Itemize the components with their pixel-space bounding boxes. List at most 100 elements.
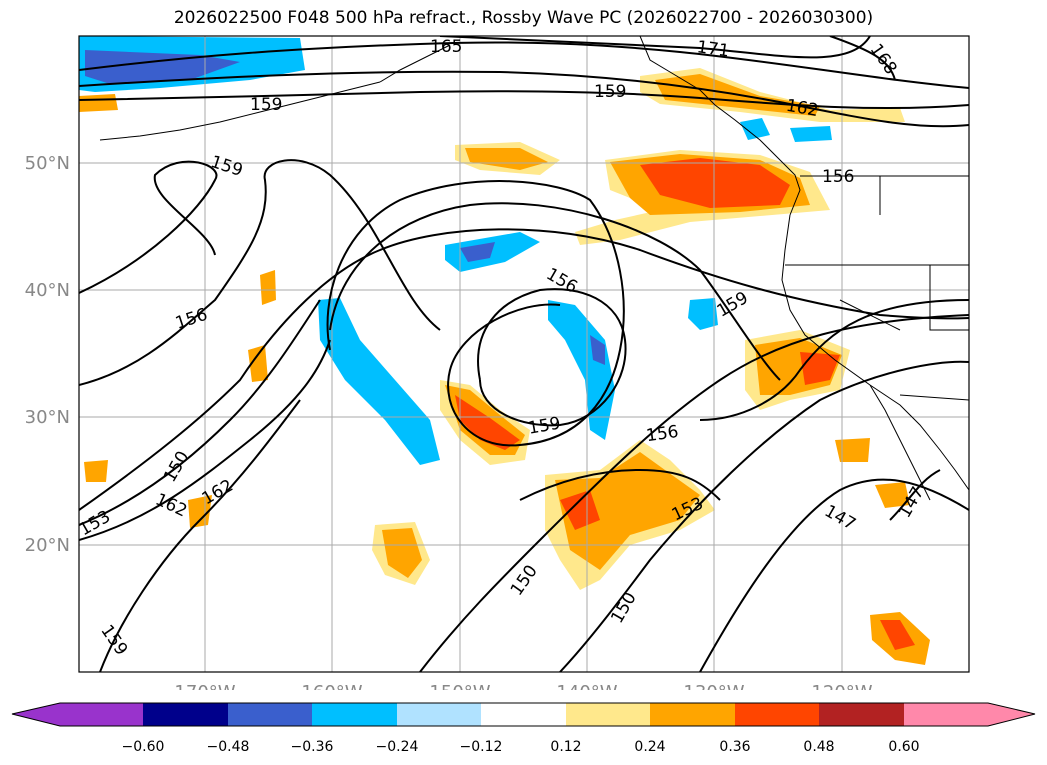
- colorbar-tick: −0.36: [291, 739, 334, 755]
- shade-positive-se1-core: [800, 352, 840, 385]
- shade-positive-w2: [248, 345, 268, 382]
- lat-label: 50°N: [25, 153, 70, 174]
- contour-150-south2: [559, 360, 969, 672]
- coastline-alaska: [639, 36, 801, 216]
- lat-label: 20°N: [25, 535, 70, 556]
- colorbar-extend-high: [904, 703, 1035, 726]
- contour-label: 171: [696, 37, 731, 61]
- lat-label: 40°N: [25, 280, 70, 301]
- lon-label: 120°W: [811, 682, 872, 690]
- lon-label: 160°W: [301, 682, 362, 690]
- contour-171: [439, 36, 871, 59]
- contour-147-east: [889, 469, 941, 521]
- shade-negative-w: [318, 298, 440, 465]
- aleutian-islands: [99, 81, 381, 141]
- coastline-us-west: [781, 214, 969, 491]
- shade-positive-sw-mid: [382, 528, 422, 578]
- colorbar-tick: −0.48: [207, 739, 250, 755]
- colorbar-tick: −0.12: [460, 739, 503, 755]
- colorbar-tick: 0.36: [719, 739, 750, 755]
- contour-153-south: [519, 468, 721, 501]
- shade-positive-s3: [875, 482, 910, 508]
- lon-label: 130°W: [683, 682, 744, 690]
- contour-150-south: [419, 314, 969, 672]
- anomaly-shading: [79, 36, 930, 665]
- map-title: 2026022500 F048 500 hPa refract., Rossby…: [173, 8, 874, 28]
- lon-label: 150°W: [429, 682, 490, 690]
- colorbar-segment: [650, 703, 735, 726]
- contour-159-trough: [477, 288, 627, 427]
- shade-negative-small1: [790, 126, 832, 142]
- colorbar-tick: 0.48: [803, 739, 834, 755]
- contour-162-west: [79, 339, 331, 541]
- shade-negative-nw-core: [85, 50, 240, 84]
- colorbar-tick: 0.24: [634, 739, 665, 755]
- shade-negative-small2: [740, 118, 770, 140]
- map-frame: [78, 35, 970, 673]
- shade-positive-s2-core: [880, 620, 915, 650]
- shade-negative-mid: [445, 232, 540, 272]
- contour-label: 159: [208, 152, 245, 181]
- contour-label: 162: [152, 490, 190, 522]
- lat-label: 30°N: [25, 407, 70, 428]
- shade-negative-e-core: [590, 335, 605, 365]
- contour-label: 150: [607, 589, 641, 627]
- contour-label: 159: [527, 413, 562, 438]
- contour-label: 159: [96, 621, 131, 659]
- contour-153-west: [79, 299, 321, 526]
- contour-label: 150: [160, 448, 194, 486]
- colorbar-tick: 0.60: [888, 739, 919, 755]
- colorbar-extend-low: [12, 703, 143, 726]
- contour-label: 159: [594, 82, 626, 102]
- shade-negative-mid-core: [460, 242, 495, 262]
- contour-168: [829, 36, 896, 81]
- contour-156-trough: [326, 180, 625, 447]
- colorbar-tick: 0.12: [550, 739, 581, 755]
- shade-positive-s1-core: [560, 490, 600, 530]
- colorbar-segment: [735, 703, 819, 726]
- colorbar-tick: −0.24: [376, 739, 419, 755]
- contour-156-east: [699, 299, 969, 421]
- longitude-labels: 170°W 160°W 150°W 140°W 130°W 120°W: [174, 682, 872, 690]
- coastline-baja: [869, 384, 931, 501]
- contour-label: 156: [645, 422, 680, 446]
- colorbar-segment: [143, 703, 228, 726]
- alaska-peninsula: [379, 44, 451, 83]
- state-lines: [785, 176, 969, 331]
- shade-positive-ne-core: [640, 158, 790, 208]
- contour-159-north: [79, 90, 969, 110]
- contour-label: 159: [250, 95, 282, 115]
- lon-label: 170°W: [174, 682, 235, 690]
- shade-negative-coast: [688, 298, 718, 330]
- shade-positive-trough-core: [455, 395, 520, 450]
- contour-label: 165: [430, 37, 462, 57]
- shade-positive-nw2: [79, 94, 118, 112]
- contour-label: 156: [822, 167, 854, 187]
- contour-162: [79, 70, 969, 128]
- colorbar-tick: −0.60: [122, 739, 165, 755]
- colorbar-outline: [11, 702, 1036, 727]
- contour-label: 168: [866, 40, 901, 78]
- contour-label: 156: [543, 264, 581, 298]
- contour-159-sw: [99, 399, 301, 672]
- graticule: [79, 36, 969, 672]
- height-contours: [79, 36, 969, 672]
- contour-165: [79, 41, 969, 89]
- contour-label: 147: [821, 501, 859, 535]
- shade-positive-w4: [188, 495, 212, 528]
- shade-positive-s4: [835, 438, 870, 462]
- lon-label: 140°W: [556, 682, 617, 690]
- colorbar-segments: [12, 703, 1035, 726]
- contour-150: [79, 228, 969, 511]
- map-panel: 165 171 168 159 159 162 159 156 156 156 …: [25, 35, 970, 690]
- shade-negative-e: [548, 300, 615, 440]
- colorbar-segment: [228, 703, 312, 726]
- colorbar-segment: [819, 703, 904, 726]
- contour-159-mid: [79, 160, 218, 294]
- colorbar-segment: [312, 703, 397, 726]
- latitude-labels: 50°N 40°N 30°N 20°N: [25, 153, 70, 556]
- contour-153-trough: [329, 202, 781, 381]
- shade-positive-w1: [260, 270, 276, 305]
- us-mexico-border: [899, 394, 969, 401]
- shade-positive-gulf-mid: [465, 148, 548, 170]
